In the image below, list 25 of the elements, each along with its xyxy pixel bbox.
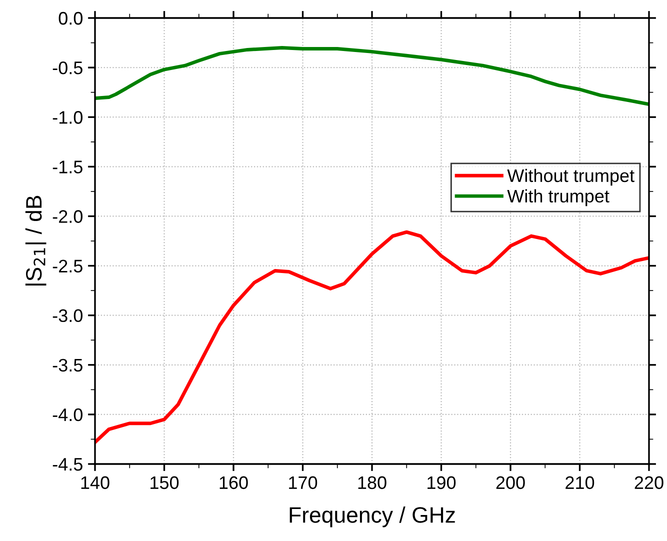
x-tick-label: 140 [81,476,110,490]
line-series [95,46,649,106]
x-tick-label: 160 [220,476,248,490]
y-tick-label: -4.5 [52,458,82,471]
x-tick-label: 210 [566,476,594,490]
y-tick-label: 0.0 [58,12,82,25]
legend-label: With trumpet [507,189,610,206]
x-tick-label: 190 [428,476,456,490]
y-tick-label: -1.5 [52,160,82,174]
y-tick-label: -0.5 [52,61,82,74]
x-tick-label: 220 [634,476,664,490]
x-tick-label: 180 [358,476,386,490]
y-tick-label: -2.0 [52,210,82,223]
x-tick-label: 150 [150,476,179,490]
legend-label: Without trumpet [507,168,634,186]
y-axis-title: |S$_{21}$| / dB [25,196,46,286]
y-tick-label: -1.0 [52,111,82,124]
x-tick-label: 200 [496,476,525,490]
y-tick-label: -3.5 [52,358,82,372]
y-tick-label: -2.5 [52,260,82,272]
y-tick-label: -3.0 [52,309,82,322]
x-axis-title: Frequency / GHz [290,506,455,528]
y-tick-label: -4.0 [52,408,82,422]
x-tick-label: 170 [289,476,318,490]
line-series [95,230,649,444]
